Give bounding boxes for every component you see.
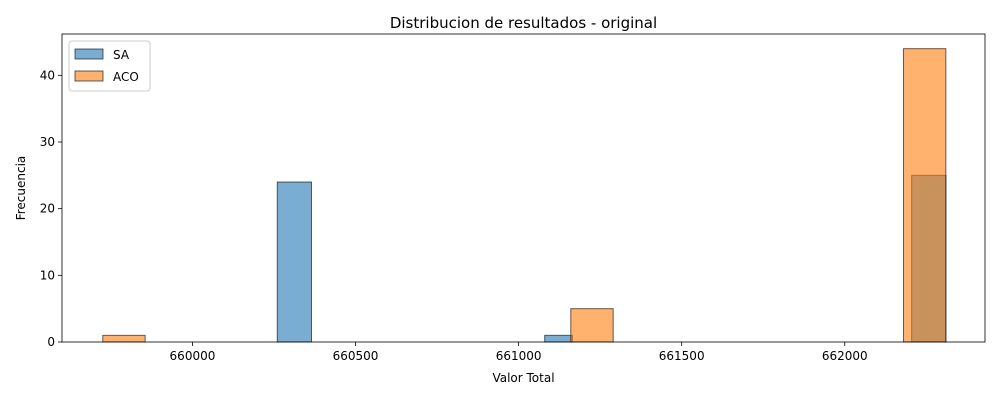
y-tick-label: 10 xyxy=(40,268,55,282)
legend-swatch-aco xyxy=(74,70,104,82)
bars-layer xyxy=(102,48,947,343)
legend-label-aco: ACO xyxy=(113,70,139,84)
y-tick-label: 30 xyxy=(40,135,55,149)
x-tick-label: 661000 xyxy=(496,349,542,363)
x-axis-label: Valor Total xyxy=(492,371,554,385)
bar-sa-0 xyxy=(276,181,313,343)
x-tick-label: 660000 xyxy=(170,349,216,363)
y-tick-label: 40 xyxy=(40,68,55,82)
y-axis-ticks: 0 10 20 30 40 xyxy=(40,68,62,349)
chart-title: Distribucion de resultados - original xyxy=(390,14,657,32)
plot-frame xyxy=(61,33,986,343)
bar-aco-2 xyxy=(902,48,947,343)
y-tick-label: 20 xyxy=(40,202,55,216)
x-axis-ticks: 660000 660500 661000 661500 662000 xyxy=(170,342,868,363)
y-axis-label: Frecuencia xyxy=(14,156,28,221)
legend-label-sa: SA xyxy=(113,48,130,62)
y-tick-label: 0 xyxy=(47,335,55,349)
bar-aco-1 xyxy=(570,308,614,343)
x-tick-label: 661500 xyxy=(659,349,705,363)
bar-aco-0 xyxy=(102,334,146,343)
legend: SA ACO xyxy=(68,40,151,92)
bar-sa-1 xyxy=(544,334,573,343)
legend-swatch-sa xyxy=(74,48,104,60)
x-tick-label: 662000 xyxy=(822,349,868,363)
x-tick-label: 660500 xyxy=(333,349,379,363)
